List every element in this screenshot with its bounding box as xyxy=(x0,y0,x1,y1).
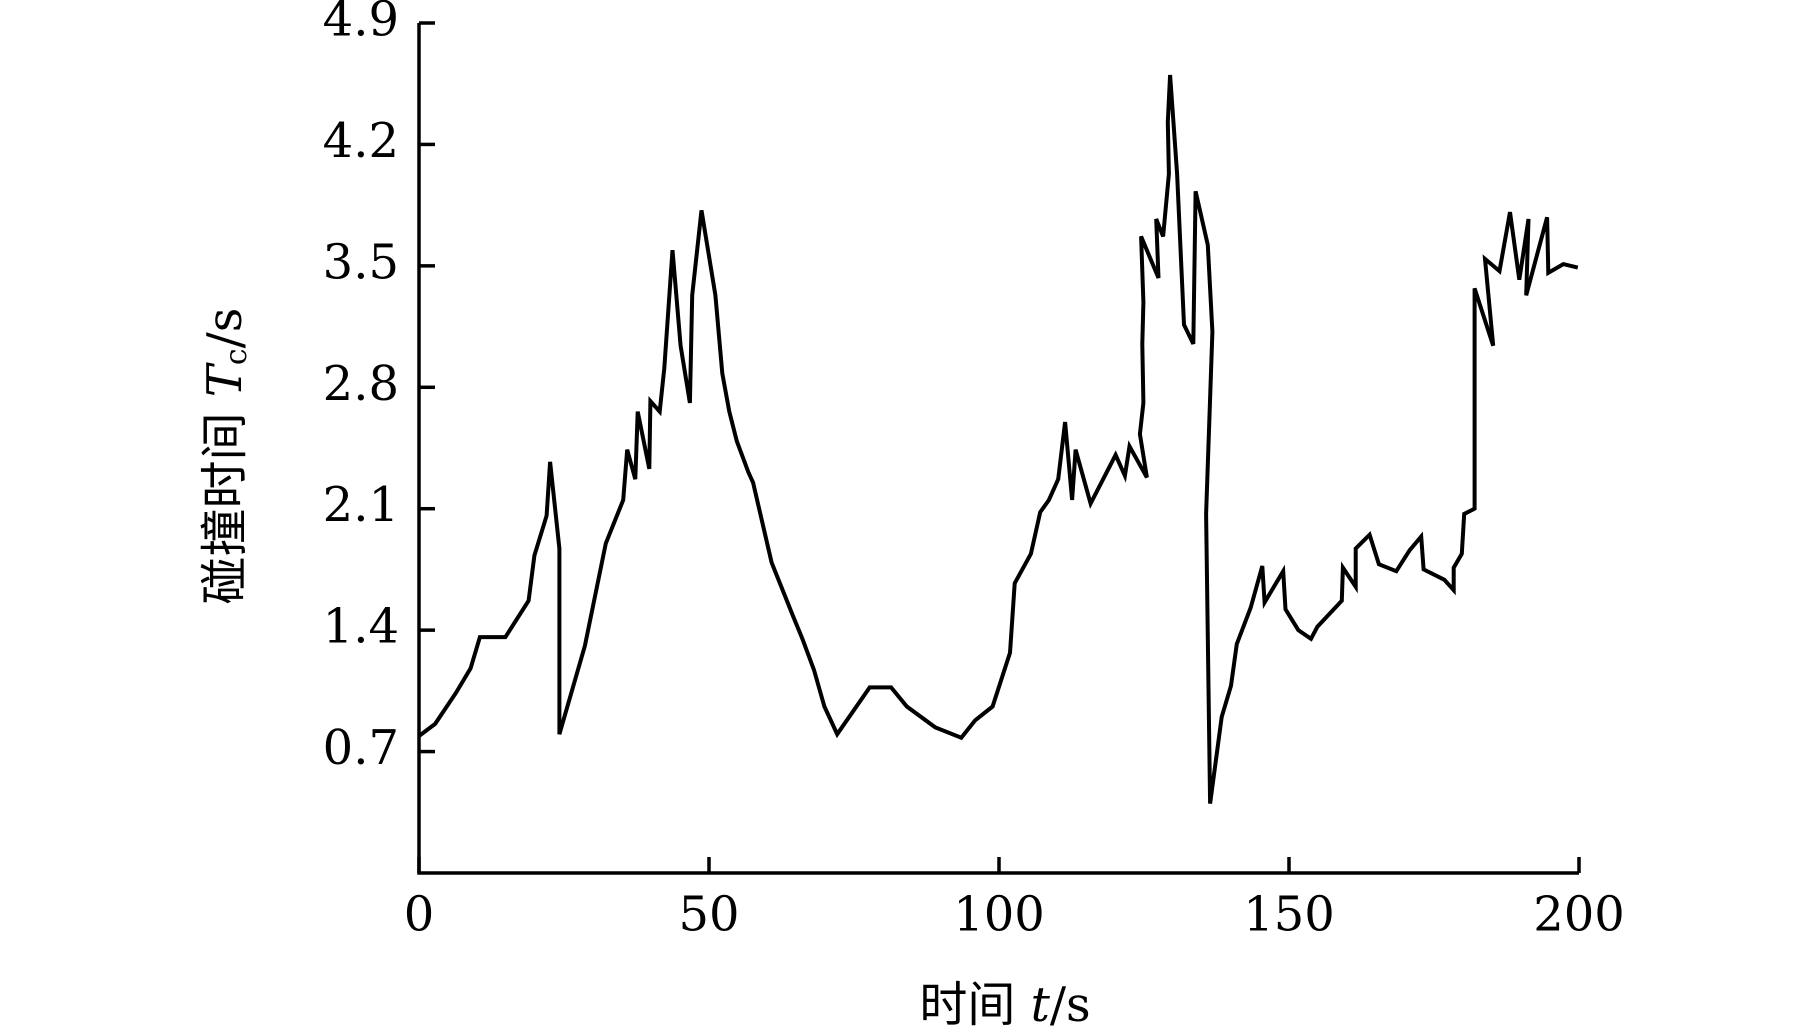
y-label-var: T xyxy=(197,362,253,397)
y-tick-label: 2.8 xyxy=(323,356,399,412)
y-label-unit: /s xyxy=(197,308,253,349)
x-tick-label: 50 xyxy=(678,887,739,943)
x-tick-label: 150 xyxy=(1243,887,1335,943)
x-tick-label: 0 xyxy=(404,887,435,943)
y-label-text: 碰撞时间 xyxy=(197,397,253,604)
y-tick-label: 1.4 xyxy=(323,599,399,655)
x-tick-label: 100 xyxy=(953,887,1045,943)
x-tick-label: 200 xyxy=(1533,887,1625,943)
data-line xyxy=(417,74,1579,804)
y-axis-label: 碰撞时间 Tc/s xyxy=(197,308,255,605)
y-label-sub: c xyxy=(219,348,254,365)
x-label-unit: /s xyxy=(1050,977,1091,1033)
y-tick-label: 0.7 xyxy=(323,720,399,776)
y-tick-label: 4.9 xyxy=(323,0,399,48)
x-axis-label: 时间 t/s xyxy=(919,977,1090,1033)
y-tick-label: 2.1 xyxy=(323,477,399,533)
y-tick-label: 3.5 xyxy=(323,234,399,290)
x-label-var: t xyxy=(1031,977,1051,1033)
y-tick-label: 4.2 xyxy=(323,113,399,169)
x-label-text: 时间 xyxy=(919,977,1030,1033)
